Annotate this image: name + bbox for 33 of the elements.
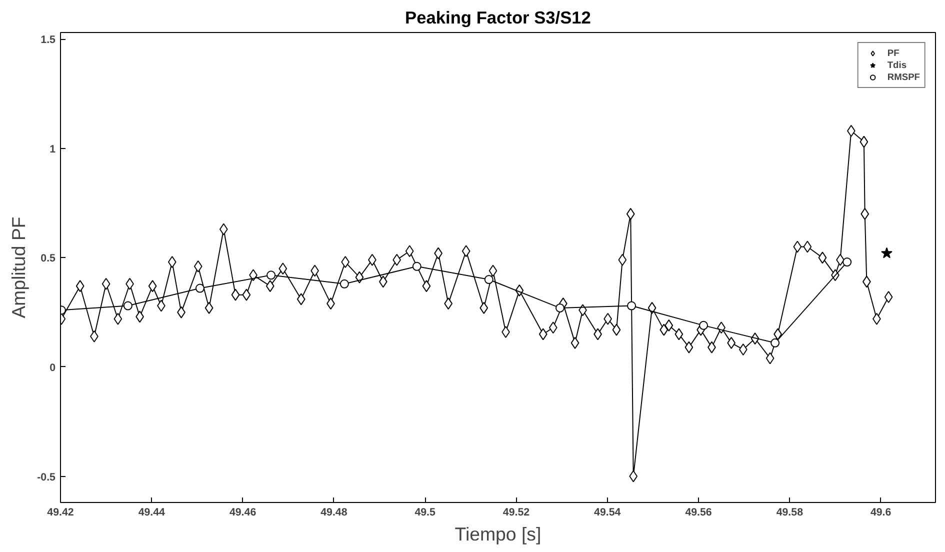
x-tick-label: 49.54	[594, 506, 621, 518]
point	[266, 270, 276, 280]
legend-label: PF	[887, 48, 900, 58]
point	[881, 247, 892, 258]
point	[340, 279, 349, 288]
x-tick-label: 49.58	[776, 506, 804, 518]
y-tick-label: 0.5	[40, 252, 56, 265]
point	[412, 262, 422, 271]
y-tick-label: 0	[50, 362, 56, 374]
x-tick-label: 49.5	[414, 506, 436, 518]
x-tick-label: 49.6	[870, 506, 892, 518]
y-tick-label: 1	[50, 143, 56, 156]
point	[699, 320, 708, 330]
y-axis-title: Amplitud PF	[8, 216, 30, 318]
point	[555, 303, 564, 312]
x-axis-title: Tiempo [s]	[454, 524, 542, 544]
y-tick-label: 1.5	[40, 34, 56, 46]
point	[123, 301, 132, 310]
x-tick-label: 49.56	[685, 506, 712, 518]
point	[484, 275, 494, 284]
legend-label: RMSPF	[887, 72, 920, 82]
legend-label: Tdis	[887, 60, 908, 70]
chart-title: Peaking Factor S3/S12	[405, 8, 591, 28]
point	[770, 338, 780, 348]
point	[842, 258, 852, 267]
point	[627, 301, 636, 310]
x-tick-label: 49.44	[138, 506, 166, 518]
x-tick-label: 49.48	[320, 506, 348, 518]
x-tick-label: 49.42	[47, 506, 74, 518]
x-tick-label: 49.52	[502, 506, 530, 518]
point	[195, 284, 204, 293]
y-tick-label: -0.5	[37, 471, 56, 484]
x-tick-label: 49.46	[229, 506, 256, 518]
